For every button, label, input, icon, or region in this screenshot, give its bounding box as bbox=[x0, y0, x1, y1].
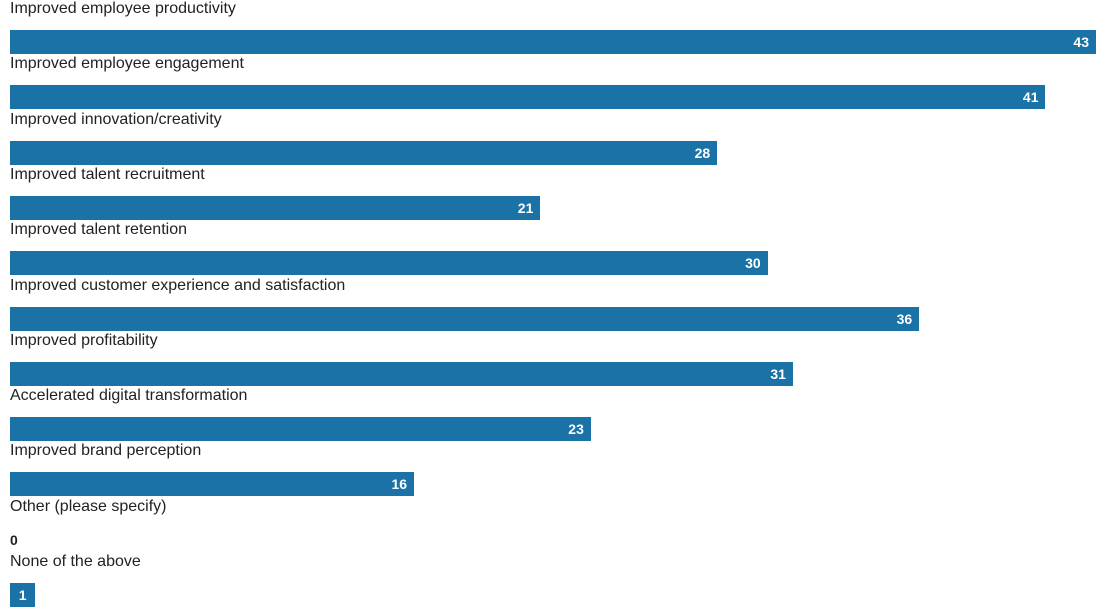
category-label: Improved innovation/creativity bbox=[10, 110, 222, 128]
bar: 23 bbox=[10, 417, 591, 442]
bar: 31 bbox=[10, 361, 793, 386]
bar: 21 bbox=[10, 195, 541, 220]
category-label: Other (please specify) bbox=[10, 497, 167, 515]
category-label: Improved profitability bbox=[10, 331, 158, 349]
category-label: Improved employee engagement bbox=[10, 55, 244, 73]
bar-value-label: 41 bbox=[1022, 89, 1039, 106]
category-label: Improved talent recruitment bbox=[10, 165, 205, 183]
category-label: Improved brand perception bbox=[10, 442, 202, 460]
category-label: None of the above bbox=[10, 553, 141, 570]
category-label: Improved talent retention bbox=[10, 221, 187, 239]
bar: 30 bbox=[10, 251, 768, 276]
bar: 1 bbox=[10, 583, 36, 607]
bar-value-label: 28 bbox=[694, 144, 711, 161]
bar-value-label: 36 bbox=[896, 310, 913, 327]
bar: 36 bbox=[10, 306, 920, 331]
category-label: Improved employee productivity bbox=[10, 0, 236, 17]
bar-value-label: 23 bbox=[568, 421, 584, 438]
category-label: Accelerated digital transformation bbox=[10, 387, 248, 405]
category-label: Improved customer experience and satisfa… bbox=[10, 276, 346, 294]
bar-value-label: 1 bbox=[18, 587, 27, 603]
bar: 16 bbox=[10, 472, 415, 497]
bar-value-label: 16 bbox=[391, 476, 408, 493]
bar: 28 bbox=[10, 140, 718, 165]
bar-value-label: 0 bbox=[10, 531, 18, 548]
bar: 41 bbox=[10, 85, 1046, 110]
bar: 43 bbox=[10, 30, 1096, 54]
bar-value-label: 30 bbox=[745, 255, 761, 272]
bar-chart: Improved employee productivity 43 Improved… bbox=[10, 0, 1096, 610]
bar-value-label: 21 bbox=[517, 199, 534, 216]
bar-value-label: 43 bbox=[1073, 34, 1089, 50]
bar-value-label: 31 bbox=[770, 365, 786, 382]
